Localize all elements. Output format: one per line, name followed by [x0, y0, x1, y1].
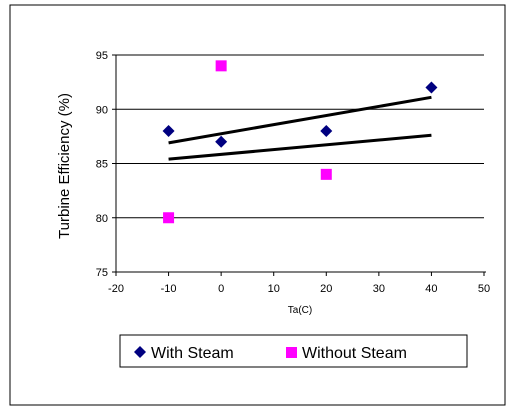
y-tick-label-75: 75 [96, 267, 108, 279]
x-tick-label-40: 40 [425, 283, 437, 295]
x-tick-label-20: 20 [320, 283, 332, 295]
point-with-steam-x-10 [162, 124, 175, 137]
x-tick-label-30: 30 [373, 283, 385, 295]
gridlines [116, 54, 484, 219]
legend-label-without-steam: Without Steam [302, 345, 407, 362]
point-with-steam-x20 [320, 124, 333, 137]
y-tick-label-95: 95 [96, 50, 108, 62]
x-axis-title: Ta(C) [288, 305, 312, 316]
legend-marker-with-steam [134, 346, 146, 358]
trendline-with-steam [168, 95, 432, 145]
y-tick-labels: 75 80 85 90 95 [96, 50, 116, 279]
x-tick-label-0: 0 [218, 283, 224, 295]
y-tick-label-85: 85 [96, 159, 108, 171]
trendline-without-steam [168, 133, 432, 161]
y-axis-title: Turbine Efficiency (%) [56, 93, 73, 239]
x-tick-label--10: -10 [161, 283, 177, 295]
legend-marker-without-steam [286, 347, 297, 358]
point-without-steam-x0 [215, 60, 227, 72]
trendlines [168, 95, 432, 161]
x-tick-label-50: 50 [478, 283, 490, 295]
point-without-steam-x20 [320, 168, 332, 180]
x-tick-label-10: 10 [268, 283, 280, 295]
point-with-steam-x0 [215, 135, 228, 148]
data-points [162, 60, 438, 224]
point-without-steam-x-10 [163, 212, 175, 224]
legend: With Steam Without Steam [119, 334, 468, 368]
legend-label-with-steam: With Steam [151, 345, 234, 362]
y-tick-label-90: 90 [96, 104, 108, 116]
y-tick-label-80: 80 [96, 213, 108, 225]
x-tick-labels: -20 -10 0 10 20 30 40 50 [108, 272, 490, 295]
x-tick-label--20: -20 [108, 283, 124, 295]
point-with-steam-x40 [425, 81, 438, 94]
